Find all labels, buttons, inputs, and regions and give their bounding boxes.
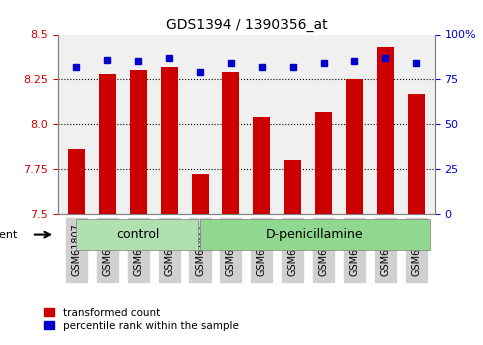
Legend: transformed count, percentile rank within the sample: transformed count, percentile rank withi… (44, 307, 239, 331)
FancyBboxPatch shape (76, 219, 199, 250)
Bar (408, 94, 425, 214)
Bar (99, 74, 116, 214)
Bar (315, 112, 332, 214)
Bar (192, 175, 209, 214)
Text: control: control (116, 228, 159, 241)
FancyBboxPatch shape (200, 219, 430, 250)
Bar (253, 117, 270, 214)
Text: agent: agent (0, 230, 17, 239)
Bar (161, 67, 178, 214)
Bar (222, 72, 240, 214)
Bar (284, 160, 301, 214)
Bar (377, 47, 394, 214)
Title: GDS1394 / 1390356_at: GDS1394 / 1390356_at (166, 18, 327, 32)
Bar (130, 70, 147, 214)
Bar (68, 149, 85, 214)
Bar (346, 79, 363, 214)
Text: D-penicillamine: D-penicillamine (266, 228, 364, 241)
